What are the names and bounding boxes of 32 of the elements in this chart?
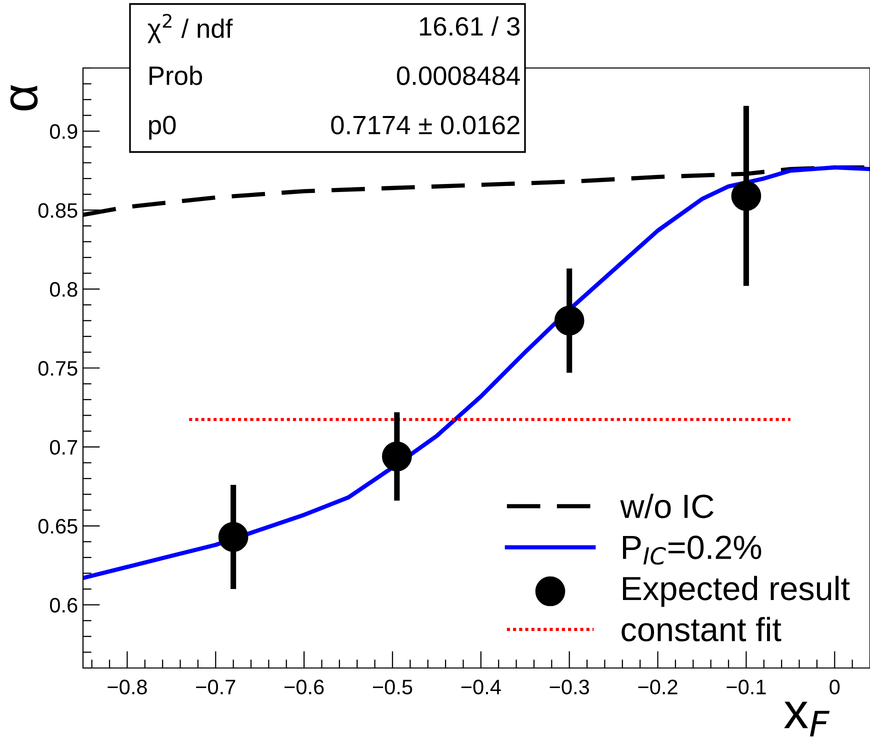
legend-label: constant fit	[622, 616, 782, 642]
text: 16.61 / 3	[420, 16, 520, 36]
y-tick-label: 0.85	[38, 203, 78, 218]
legend-label: P$_{IC}$=0.2%	[622, 536, 762, 565]
annotation: p0	[149, 116, 176, 140]
y-tick-label: 0.6	[50, 598, 78, 613]
x-tick-label: −0.8	[108, 680, 147, 694]
x-tick-label: −0.1	[726, 680, 766, 694]
x-tick-label: −0.4	[461, 680, 501, 694]
x-tick-label: 0	[830, 680, 840, 694]
y-tick-label: 0.65	[38, 518, 78, 534]
x-tick-label: −0.5	[372, 680, 412, 694]
x-tick-label: −0.7	[196, 680, 236, 694]
annotation: 0.0008484	[396, 66, 520, 86]
point	[382, 441, 412, 472]
y-tick-label: 0.8	[50, 282, 78, 297]
x-tick-label: −0.3	[550, 680, 589, 694]
point	[731, 180, 762, 211]
legend-label: w/o IC	[620, 494, 714, 518]
legend-label: Expected result	[622, 576, 850, 607]
x-tick-label: −0.2	[638, 680, 678, 694]
x-axis-title: x$_{F}$	[784, 702, 830, 736]
annotation: 0.7174 ± 0.0162	[331, 116, 520, 134]
y-tick-label: 0.75	[38, 361, 78, 376]
annotation: Prob	[150, 66, 202, 86]
y-axis-title: α	[10, 84, 38, 110]
text: χ$^{2}$ / ndf	[148, 14, 233, 44]
y-tick-label: 0.7	[50, 440, 78, 455]
point	[554, 306, 584, 336]
x-tick-label: −0.6	[284, 680, 324, 694]
y-tick-label: 0.9	[50, 124, 78, 139]
point	[218, 522, 248, 552]
